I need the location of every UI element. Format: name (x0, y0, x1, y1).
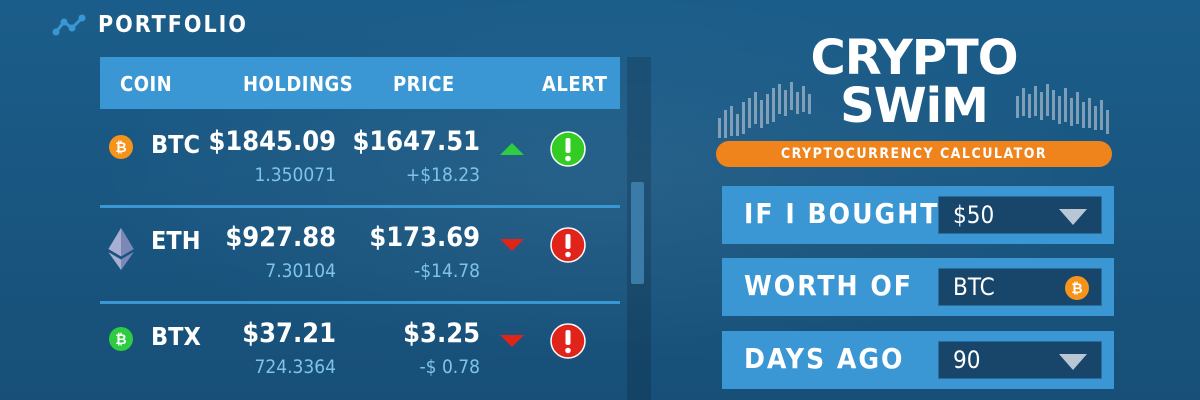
svg-text:₿: ₿ (1071, 281, 1082, 297)
days-label: DAYS AGO (744, 342, 905, 375)
bought-amount-value: $50 (953, 201, 995, 229)
table-row[interactable]: ₿ BTX $37.21 724.3364 $3.25 -$ 0.78 (100, 304, 620, 400)
holdings-value: $1845.09 (208, 126, 336, 157)
svg-text:₿: ₿ (115, 140, 126, 156)
worth-label: WORTH OF (744, 269, 914, 302)
alert-warning-icon[interactable] (550, 227, 586, 263)
days-value: 90 (953, 346, 981, 374)
chevron-down-icon[interactable] (1059, 209, 1087, 225)
trend-up-icon (500, 143, 524, 155)
coin-select[interactable]: BTC ₿ (938, 268, 1102, 306)
bought-amount-select[interactable]: $50 (938, 196, 1102, 234)
holdings-amount: 1.350071 (254, 164, 336, 186)
bitcoin-icon: ₿ (109, 135, 133, 159)
column-header-holdings[interactable]: HOLDINGS (243, 72, 354, 96)
trend-down-icon (500, 239, 524, 251)
holdings-amount: 724.3364 (254, 356, 336, 378)
alert-warning-icon[interactable] (550, 323, 586, 359)
holdings-value: $927.88 (225, 222, 336, 253)
holdings-amount: 7.30104 (265, 260, 336, 282)
price-value: $1647.51 (352, 126, 480, 157)
price-value: $3.25 (403, 318, 480, 349)
portfolio-header: PORTFOLIO (52, 10, 248, 40)
row-divider (100, 205, 620, 208)
chevron-down-icon[interactable] (1059, 354, 1087, 370)
coin-select-value: BTC (953, 273, 995, 301)
column-header-alert[interactable]: ALERT (542, 72, 608, 96)
price-value: $173.69 (369, 222, 480, 253)
days-select[interactable]: 90 (938, 341, 1102, 379)
bought-label: IF I BOUGHT (744, 197, 940, 230)
days-ago-row: DAYS AGO 90 (722, 331, 1114, 389)
worth-of-row: WORTH OF BTC ₿ (722, 258, 1114, 316)
chart-line-icon (52, 14, 86, 36)
candlestick-decoration-icon (718, 82, 1109, 138)
bought-amount-row: IF I BOUGHT $50 (722, 186, 1114, 244)
price-change: -$14.78 (414, 260, 480, 282)
logo-title-line1: CRYPTO (810, 30, 1018, 86)
table-header: COIN HOLDINGS PRICE ALERT (100, 57, 620, 109)
crypto-swim-logo: CRYPTO SWiM (716, 30, 1112, 166)
scrollbar[interactable] (627, 57, 651, 400)
holdings-value: $37.21 (242, 318, 336, 349)
bitcore-icon: ₿ (109, 327, 133, 351)
ethereum-icon (108, 228, 134, 270)
logo-title-line2: SWiM (840, 78, 989, 134)
column-header-price[interactable]: PRICE (393, 72, 455, 96)
coin-symbol: ETH (151, 226, 201, 255)
table-row[interactable]: ETH $927.88 7.30104 $173.69 -$14.78 (100, 208, 620, 304)
svg-text:₿: ₿ (115, 332, 126, 348)
coin-symbol: BTC (151, 130, 200, 159)
row-divider (100, 301, 620, 304)
bitcoin-icon: ₿ (1065, 276, 1089, 300)
price-change: +$18.23 (405, 164, 480, 186)
coin-symbol: BTX (151, 322, 201, 351)
calculator-banner: CRYPTOCURRENCY CALCULATOR (716, 141, 1112, 167)
table-row[interactable]: ₿ BTC $1845.09 1.350071 $1647.51 +$18.23 (100, 112, 620, 208)
column-header-coin[interactable]: COIN (120, 72, 173, 96)
trend-down-icon (500, 335, 524, 347)
scrollbar-thumb[interactable] (631, 182, 644, 284)
alert-ok-icon[interactable] (550, 131, 586, 167)
portfolio-table: COIN HOLDINGS PRICE ALERT ₿ BTC $1845.09… (100, 57, 620, 400)
price-change: -$ 0.78 (419, 356, 480, 378)
portfolio-title: PORTFOLIO (98, 12, 248, 38)
